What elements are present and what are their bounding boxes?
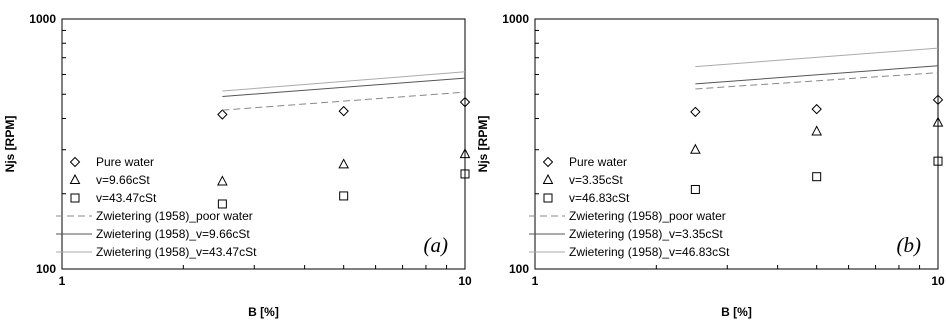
data-point — [812, 172, 822, 182]
panel-label: (a) — [424, 233, 449, 257]
series-line — [695, 47, 939, 68]
series-4 — [695, 65, 939, 85]
plot-frame — [61, 18, 466, 270]
y-axis-title: Njs [RPM] — [476, 116, 490, 173]
data-point — [932, 116, 944, 127]
series-line — [222, 91, 466, 111]
series-2 — [690, 156, 943, 194]
legend-label: Zwietering (1958)_poor water — [96, 209, 253, 223]
series-0 — [217, 96, 471, 120]
panel-label: (b) — [897, 233, 922, 257]
data-point — [811, 103, 822, 115]
y-tick-label: 1000 — [29, 12, 56, 26]
legend-label: Zwietering (1958)_v=43.47cSt — [96, 245, 257, 259]
legend-marker — [543, 193, 553, 203]
legend: Pure water v=3.35cSt v=46.83cSt Zwietering … — [529, 155, 730, 259]
y-tick-label: 100 — [509, 262, 529, 276]
x-axis-title: B [%] — [248, 305, 279, 319]
series-3 — [695, 72, 939, 90]
series-1 — [217, 148, 471, 186]
legend-label: Zwietering (1958)_v=9.66cSt — [96, 227, 250, 241]
legend-label: Pure water — [569, 155, 627, 169]
y-axis-title: Njs [RPM] — [3, 116, 17, 173]
x-tick-label: 1 — [532, 274, 539, 288]
legend-label: v=9.66cSt — [96, 173, 150, 187]
data-point — [933, 156, 943, 166]
chart-panel-a: 100 1000 1 10 B [%] Njs [RPM] Pure water v=9.66… — [3, 12, 472, 319]
data-point — [339, 191, 349, 201]
legend-label: v=46.83cSt — [569, 191, 630, 205]
plot-frame — [534, 18, 939, 270]
y-tick-label: 100 — [36, 262, 56, 276]
x-axis-title: B [%] — [721, 305, 752, 319]
data-point — [338, 158, 350, 169]
series-0 — [690, 94, 944, 118]
series-5 — [222, 71, 466, 92]
x-tick-label: 1 — [59, 274, 66, 288]
series-5 — [695, 47, 939, 68]
x-tick-label: 10 — [931, 274, 945, 288]
legend-label: Pure water — [96, 155, 154, 169]
data-point — [811, 125, 823, 136]
legend-label: v=43.47cSt — [96, 191, 157, 205]
y-tick-label: 1000 — [502, 12, 529, 26]
data-point — [690, 184, 700, 194]
x-tick-label: 10 — [458, 274, 472, 288]
data-point — [217, 109, 228, 120]
legend-marker — [69, 173, 81, 184]
legend-marker — [69, 156, 81, 168]
legend: Pure water v=9.66cSt v=43.47cSt Zwietering … — [56, 155, 257, 259]
series-1 — [690, 116, 944, 154]
data-point — [338, 105, 349, 117]
series-line — [222, 77, 466, 97]
chart-panel-b: 100 1000 1 10 B [%] Njs [RPM] Pure water v=3.35… — [476, 12, 945, 319]
series-line — [695, 65, 939, 85]
series-line — [222, 71, 466, 92]
data-point — [690, 106, 701, 118]
legend-marker — [70, 193, 80, 203]
data-point — [217, 175, 228, 186]
data-point — [460, 169, 470, 179]
data-point — [459, 148, 471, 159]
legend-label: Zwietering (1958)_v=46.83cSt — [569, 245, 730, 259]
series-2 — [217, 169, 470, 209]
data-point — [217, 199, 227, 209]
legend-marker — [542, 156, 554, 168]
legend-label: Zwietering (1958)_poor water — [569, 209, 726, 223]
series-4 — [222, 77, 466, 97]
series-line — [695, 72, 939, 90]
data-point — [690, 143, 701, 154]
series-3 — [222, 91, 466, 111]
legend-marker — [542, 173, 554, 184]
legend-label: Zwietering (1958)_v=3.35cSt — [569, 227, 723, 241]
legend-label: v=3.35cSt — [569, 173, 623, 187]
data-point — [459, 96, 471, 108]
data-point — [932, 94, 944, 106]
